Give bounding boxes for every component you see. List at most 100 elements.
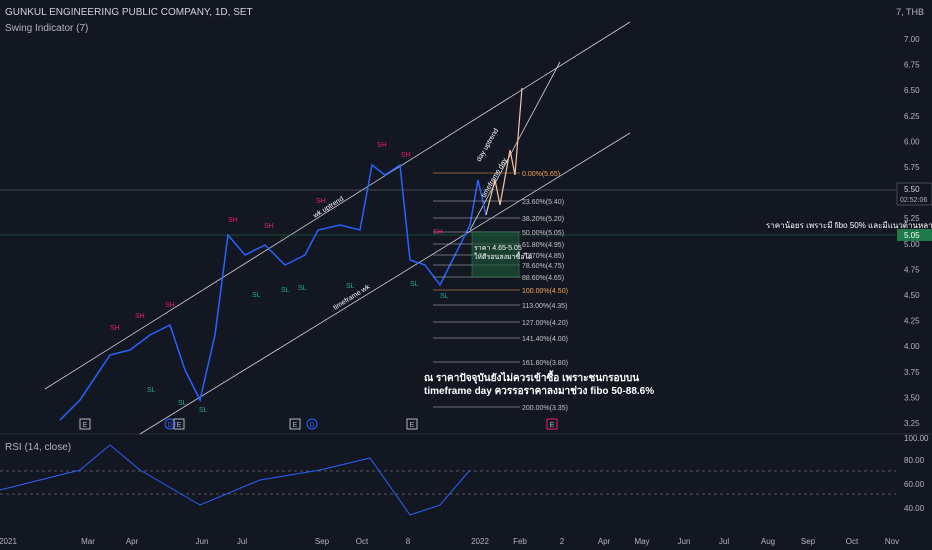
price-top-label: 7, <box>896 7 904 17</box>
note-line-1: ณ ราคาปัจจุบันยังไม่ควรเข้าซื้อ เพราะชนก… <box>424 373 640 384</box>
indicator-label[interactable]: Swing Indicator (7) <box>5 23 89 34</box>
price-axis-label: 7.00 <box>904 35 920 44</box>
fib-level-label: 38.20%(5.20) <box>522 216 564 223</box>
price-axis-label: 4.25 <box>904 317 920 326</box>
swing-high-label: SH <box>135 313 145 320</box>
event-marker-box <box>546 418 558 430</box>
time-axis-label: Jun <box>678 537 691 546</box>
swing-high-label: SH <box>316 198 326 205</box>
swing-low-label: SL <box>178 400 187 407</box>
time-axis-label: 8 <box>406 537 411 546</box>
rsi-level-label: 40.00 <box>904 504 925 513</box>
analysis-note: ณ ราคาปัจจุบันยังไม่ควรเข้าซื้อ เพราะชนก… <box>424 372 654 398</box>
price-axis-label: 6.75 <box>904 61 920 70</box>
time-axis-label: Jul <box>237 537 247 546</box>
rsi-line <box>0 444 471 516</box>
fib-level-label: 70.70%(4.85) <box>522 253 564 260</box>
time-axis-label: Apr <box>598 537 611 546</box>
day-channel-upper <box>469 61 561 231</box>
rsi-level-label: 100.00 <box>904 434 929 443</box>
swing-high-label: SH <box>433 229 443 236</box>
fib-level-label: 141.40%(4.00) <box>522 336 568 343</box>
swing-low-label: SL <box>410 281 419 288</box>
swing-high-label: SH <box>377 142 387 149</box>
time-axis-label: 2 <box>560 537 565 546</box>
price-axis-label: 4.50 <box>904 291 920 300</box>
currency: THB <box>906 7 924 17</box>
event-marker-label: E <box>550 422 555 429</box>
swing-high-label: SH <box>264 223 274 230</box>
event-marker-box <box>289 418 301 430</box>
fib-level-label: 161.80%(3.80) <box>522 360 568 367</box>
event-marker-label: E <box>410 422 415 429</box>
lower-channel-line <box>139 132 631 435</box>
event-marker-box <box>79 418 91 430</box>
event-marker-box <box>173 418 185 430</box>
rsi-level-label: 60.00 <box>904 480 925 489</box>
price-countdown: 02:52:06 <box>900 197 927 204</box>
swing-low-label: SL <box>346 283 355 290</box>
swing-low-label: SL <box>147 387 156 394</box>
swing-low-label: SL <box>440 293 449 300</box>
fib-level-label: 78.60%(4.75) <box>522 263 564 270</box>
swing-high-label: SH <box>401 152 411 159</box>
day-uptrend-label: day uptrend <box>476 127 501 163</box>
rsi-title[interactable]: RSI (14, close) <box>5 442 72 453</box>
price-axis-label: 6.25 <box>904 112 920 121</box>
swing-low-label: SL <box>199 407 208 414</box>
time-axis-label: Mar <box>81 537 95 546</box>
symbol-title[interactable]: GUNKUL ENGINEERING PUBLIC COMPANY, 1D, S… <box>5 7 253 18</box>
swing-high-label: SH <box>110 325 120 332</box>
fib-level-label: 200.00%(3.35) <box>522 405 568 412</box>
time-axis-label: Nov <box>885 537 899 546</box>
marker-price-badge <box>897 229 932 241</box>
buy-zone-line-2: ให้ดีรอนลงมาซื้อได้ <box>474 254 533 261</box>
time-axis-label: Feb <box>513 537 527 546</box>
price-axis-label: 4.75 <box>904 265 920 274</box>
price-axis-label: 5.25 <box>904 214 920 223</box>
time-axis-label: Apr <box>126 537 139 546</box>
time-axis-label: May <box>634 537 649 546</box>
time-axis-label: Oct <box>356 537 369 546</box>
price-axis-label: 3.50 <box>904 393 920 402</box>
price-axis-label: 6.50 <box>904 86 920 95</box>
current-price-badge <box>896 182 932 206</box>
event-marker-label: E <box>177 422 182 429</box>
event-marker-box <box>406 418 418 430</box>
price-axis-label: 5.00 <box>904 240 920 249</box>
marker-price: 5.05 <box>904 231 920 240</box>
projected-path <box>485 87 523 216</box>
buy-zone-line-1: ราคา 4.65-5.05 <box>474 245 522 252</box>
time-axis-label: Jul <box>719 537 729 546</box>
time-axis-label: Aug <box>761 537 775 546</box>
fib-level-label: 0.00%(5.65) <box>522 171 560 178</box>
rsi-level-label: 80.00 <box>904 456 925 465</box>
swing-high-label: SH <box>228 217 238 224</box>
time-axis-label: Jun <box>196 537 209 546</box>
price-axis-label: 5.75 <box>904 163 920 172</box>
currency-label: 7, THB <box>896 7 924 17</box>
time-axis-label: Oct <box>846 537 859 546</box>
event-marker-label: E <box>293 422 298 429</box>
current-price: 5.50 <box>904 185 920 194</box>
event-marker-circle <box>306 418 318 430</box>
price-axis-label: 4.00 <box>904 342 920 351</box>
time-axis-label: 2022 <box>471 537 489 546</box>
note-line-2: timeframe day ควรรอราคาลงมาช่วง fibo 50-… <box>424 386 655 397</box>
time-axis-label: Sep <box>801 537 816 546</box>
price-series <box>59 163 487 421</box>
fib-level-label: 127.00%(4.20) <box>522 320 568 327</box>
price-axis-label: 3.75 <box>904 368 920 377</box>
fib-level-label: 23.60%(5.40) <box>522 199 564 206</box>
time-axis-label: Sep <box>315 537 330 546</box>
time-axis-label: 2021 <box>0 537 17 546</box>
swing-low-label: SL <box>298 285 307 292</box>
event-marker-label: E <box>83 422 88 429</box>
event-marker-circle <box>164 418 176 430</box>
buy-zone-box <box>471 231 520 278</box>
event-marker-label: D <box>167 422 172 429</box>
event-marker-label: D <box>309 422 314 429</box>
swing-low-label: SL <box>281 287 290 294</box>
buy-zone-text: ราคา 4.65-5.05 ให้ดีรอนลงมาซื้อได้ <box>474 244 533 262</box>
